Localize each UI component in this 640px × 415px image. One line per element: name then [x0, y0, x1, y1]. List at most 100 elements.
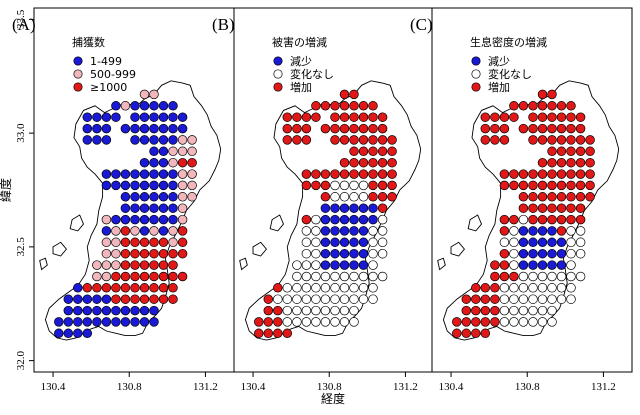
grid-point — [120, 180, 131, 191]
grid-point — [149, 260, 159, 270]
grid-point — [263, 317, 274, 327]
region-outline — [44, 80, 222, 341]
grid-point — [556, 146, 567, 157]
grid-point — [349, 192, 359, 202]
grid-point — [311, 317, 321, 327]
grid-point — [566, 237, 576, 248]
grid-point — [130, 123, 140, 134]
grid-point — [149, 214, 159, 225]
grid-point — [368, 214, 378, 225]
grid-point — [320, 271, 331, 282]
legend-label: 減少 — [488, 54, 510, 68]
grid-point — [556, 192, 567, 202]
grid-point — [139, 271, 150, 282]
grid-point — [101, 112, 112, 122]
legend-label: 変化なし — [488, 67, 532, 81]
grid-point — [101, 305, 112, 316]
grid-point — [518, 248, 529, 259]
grid-point — [63, 317, 74, 327]
grid-point — [177, 203, 188, 213]
grid-point — [377, 214, 388, 225]
grid-point — [158, 283, 169, 293]
grid-point — [149, 135, 159, 145]
grid-point — [339, 101, 350, 111]
grid-point — [63, 305, 74, 316]
grid-point — [339, 157, 350, 168]
grid-point — [254, 317, 264, 327]
grid-point — [101, 283, 112, 293]
y-tick-label: 32.5 — [15, 237, 27, 257]
grid-point — [490, 305, 500, 316]
grid-point — [339, 135, 350, 145]
grid-point — [111, 169, 121, 179]
grid-point — [547, 283, 557, 293]
grid-point — [168, 157, 178, 168]
grid-point — [547, 305, 557, 316]
legend-label: ≥1000 — [90, 81, 127, 94]
grid-point — [518, 203, 529, 213]
grid-point — [537, 283, 548, 293]
grid-point — [120, 271, 131, 282]
grid-point — [471, 328, 481, 339]
grid-point — [301, 237, 312, 248]
grid-point — [311, 248, 321, 259]
grid-point — [187, 180, 197, 191]
grid-point — [149, 192, 159, 202]
grid-point — [528, 214, 538, 225]
grid-point — [509, 294, 519, 304]
grid-point — [339, 248, 350, 259]
axes: 130.4 130.8 131.2 130.4 130.8 131.2 130.4 130.8… — [0, 9, 616, 406]
grid-point — [149, 226, 159, 236]
grid-point — [575, 248, 586, 259]
grid-point — [130, 214, 140, 225]
grid-point — [547, 294, 557, 304]
grid-point — [556, 169, 567, 179]
grid-point — [358, 169, 369, 179]
grid-point — [139, 237, 150, 248]
grid-point — [556, 226, 567, 236]
grid-point — [528, 123, 538, 134]
grid-point — [139, 101, 150, 111]
grid-point — [528, 237, 538, 248]
grid-point — [556, 271, 567, 282]
grid-point — [556, 112, 567, 122]
grid-point — [73, 305, 83, 316]
grid-point — [311, 112, 321, 122]
grid-point — [518, 123, 529, 134]
grid-point — [120, 214, 131, 225]
grid-point — [320, 317, 331, 327]
grid-point — [111, 112, 121, 122]
island-outline — [39, 257, 48, 271]
grid-point — [518, 294, 529, 304]
grid-point — [120, 305, 131, 316]
legend-swatch — [73, 82, 83, 92]
grid-point — [330, 180, 340, 191]
grid-point — [330, 192, 340, 202]
grid-point — [499, 214, 510, 225]
grid-point — [111, 305, 121, 316]
island-outline — [69, 214, 85, 232]
grid-point — [158, 123, 169, 134]
grid-point — [92, 260, 102, 270]
grid-point — [177, 271, 188, 282]
grid-point — [537, 271, 548, 282]
grid-point — [566, 283, 576, 293]
grid-point — [499, 226, 510, 236]
grid-point — [547, 169, 557, 179]
grid-point — [101, 135, 112, 145]
grid-point — [101, 248, 112, 259]
grid-point — [547, 146, 557, 157]
grid-point — [537, 214, 548, 225]
x-tick-label: 130.8 — [515, 381, 540, 393]
grid-point — [149, 89, 159, 100]
legend-swatch — [73, 56, 83, 66]
grid-point — [130, 112, 140, 122]
grid-point — [547, 135, 557, 145]
grid-point — [556, 294, 567, 304]
x-tick-label: 130.4 — [439, 381, 464, 393]
grid-point — [339, 214, 350, 225]
grid-point — [282, 317, 293, 327]
grid-point — [499, 237, 510, 248]
grid-point — [377, 192, 388, 202]
grid-point — [120, 294, 131, 304]
